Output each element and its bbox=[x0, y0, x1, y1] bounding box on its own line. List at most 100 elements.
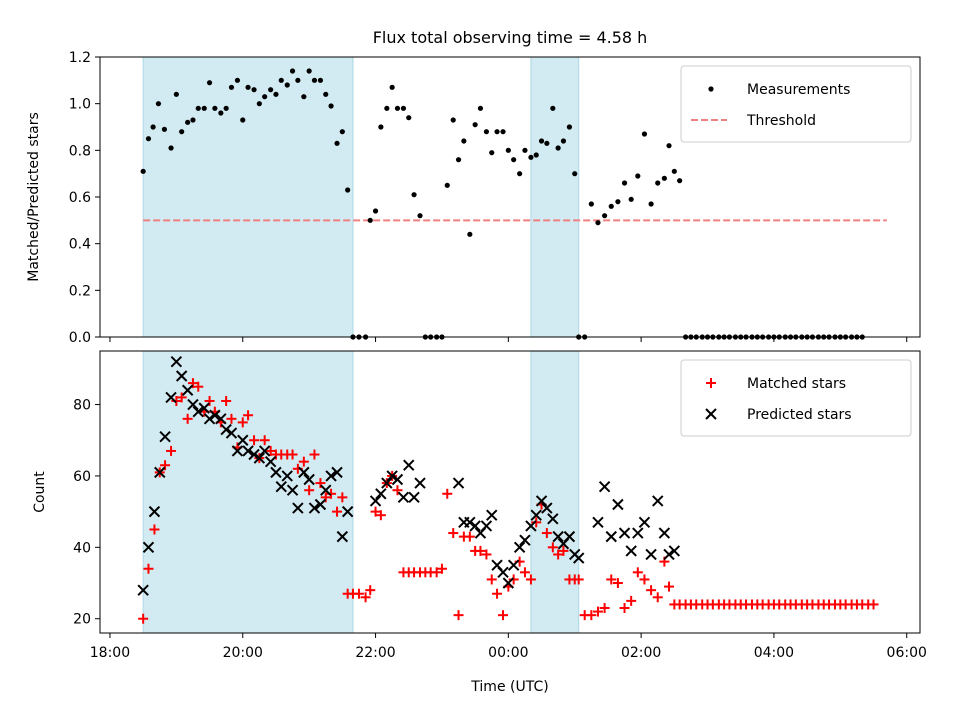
predicted-star-point bbox=[652, 495, 664, 507]
measurement-point bbox=[306, 68, 312, 74]
predicted-star-point bbox=[203, 413, 216, 425]
matched-star-point bbox=[204, 395, 215, 406]
x-tick-label-3: 00:00 bbox=[488, 645, 528, 661]
measurement-point bbox=[284, 82, 290, 88]
matched-star-point bbox=[187, 378, 198, 389]
y-tick-label-6: 1.2 bbox=[69, 50, 91, 66]
cross-stroke-b bbox=[237, 434, 249, 446]
measurement-point bbox=[195, 105, 201, 111]
measurement-point bbox=[641, 131, 648, 137]
predicted-star-point bbox=[154, 466, 166, 479]
predicted-star-point bbox=[414, 477, 426, 489]
cross-stroke-b bbox=[198, 402, 210, 414]
predicted-stars-legend-label: Predicted stars bbox=[747, 407, 852, 423]
cross-stroke-b bbox=[486, 509, 498, 521]
matched-star-point bbox=[265, 445, 276, 456]
cross-stroke-b bbox=[391, 473, 404, 486]
matched-star-point bbox=[868, 599, 879, 610]
cross-stroke-b bbox=[414, 477, 426, 489]
matched-star-point bbox=[492, 588, 503, 599]
measurement-point bbox=[655, 180, 661, 186]
measurement-point bbox=[500, 129, 506, 135]
cross-stroke-b bbox=[137, 584, 149, 596]
measurement-point bbox=[278, 77, 284, 83]
y-tick-label-0: 0.0 bbox=[69, 330, 91, 346]
cross-stroke-b bbox=[181, 384, 194, 396]
matched-star-point bbox=[138, 613, 149, 624]
predicted-star-point bbox=[237, 434, 249, 446]
highlight-span-1 bbox=[530, 56, 580, 338]
predicted-star-point bbox=[170, 356, 183, 368]
measurement-point bbox=[461, 138, 467, 144]
matched-star-point bbox=[592, 606, 603, 617]
predicted-star-point bbox=[303, 473, 315, 486]
measurements-legend-label: Measurements bbox=[747, 82, 850, 98]
measurement-point bbox=[234, 77, 241, 83]
measurement-point bbox=[489, 150, 495, 156]
cross-stroke-b bbox=[645, 548, 657, 561]
predicted-star-point bbox=[618, 527, 631, 539]
cross-stroke-b bbox=[253, 452, 266, 464]
cross-stroke-b bbox=[652, 495, 664, 507]
measurement-point bbox=[450, 117, 456, 123]
matched-star-point bbox=[365, 585, 376, 596]
measurement-point bbox=[608, 203, 614, 209]
cross-stroke-b bbox=[658, 527, 671, 539]
predicted-star-point bbox=[275, 480, 287, 493]
predicted-star-point bbox=[469, 520, 481, 532]
y-tick-label-1: 0.2 bbox=[69, 283, 91, 299]
cross-stroke-b bbox=[148, 505, 161, 518]
measurement-point bbox=[185, 119, 191, 125]
cross-stroke-b bbox=[258, 445, 271, 457]
cross-stroke-b bbox=[605, 530, 617, 543]
predicted-star-point bbox=[386, 470, 398, 482]
predicted-star-point bbox=[209, 409, 221, 421]
predicted-star-point bbox=[541, 502, 553, 514]
cross-stroke-b bbox=[215, 413, 227, 425]
measurement-point bbox=[511, 157, 517, 163]
matched-star-point bbox=[149, 524, 160, 535]
measurement-point bbox=[212, 105, 218, 111]
predicted-star-point bbox=[314, 498, 327, 511]
matched-star-point bbox=[259, 435, 270, 446]
predicted-star-point bbox=[525, 520, 537, 532]
predicted-star-point bbox=[270, 466, 282, 479]
predicted-star-point bbox=[198, 402, 210, 414]
measurement-point bbox=[240, 117, 246, 123]
cross-stroke-b bbox=[513, 541, 526, 554]
cross-stroke-b bbox=[320, 484, 332, 496]
cross-stroke-b bbox=[535, 495, 548, 507]
ratio-panel-highlight-spans bbox=[142, 56, 580, 338]
legend-box bbox=[680, 359, 912, 437]
measurement-point bbox=[483, 129, 490, 135]
matched-star-point bbox=[226, 413, 237, 424]
ratio-panel-frame bbox=[99, 56, 921, 338]
predicted-star-point bbox=[452, 477, 465, 489]
cross-stroke-b bbox=[663, 548, 675, 561]
cross-stroke-b bbox=[170, 356, 183, 368]
matched-star-point bbox=[143, 563, 154, 574]
predicted-star-point bbox=[464, 516, 476, 529]
predicted-star-point bbox=[253, 452, 266, 464]
measurement-point bbox=[406, 115, 412, 121]
predicted-star-point bbox=[336, 530, 349, 543]
measurement-point bbox=[268, 87, 274, 93]
measurement-point bbox=[245, 84, 251, 90]
measurement-point bbox=[472, 122, 478, 128]
matched-star-point bbox=[315, 478, 326, 489]
measurement-point bbox=[602, 213, 608, 219]
matched-star-point bbox=[353, 588, 364, 599]
y-tick-label-0: 20 bbox=[73, 612, 91, 628]
measurement-point bbox=[173, 91, 179, 97]
matched-star-point bbox=[453, 610, 464, 621]
cross-stroke-b bbox=[242, 445, 254, 457]
legend-cross-b bbox=[705, 408, 717, 420]
measurement-point bbox=[538, 138, 545, 144]
count-panel: 18:00 20:00 22:00 00:00 02:00 04:00 06:00 20 40… bbox=[32, 350, 927, 695]
predicted-star-point bbox=[530, 509, 542, 521]
matched-star-point bbox=[498, 610, 509, 621]
cross-stroke-b bbox=[552, 530, 564, 543]
predicted-star-point bbox=[668, 545, 681, 557]
predicted-star-point bbox=[159, 430, 171, 443]
measurement-point bbox=[671, 168, 677, 174]
